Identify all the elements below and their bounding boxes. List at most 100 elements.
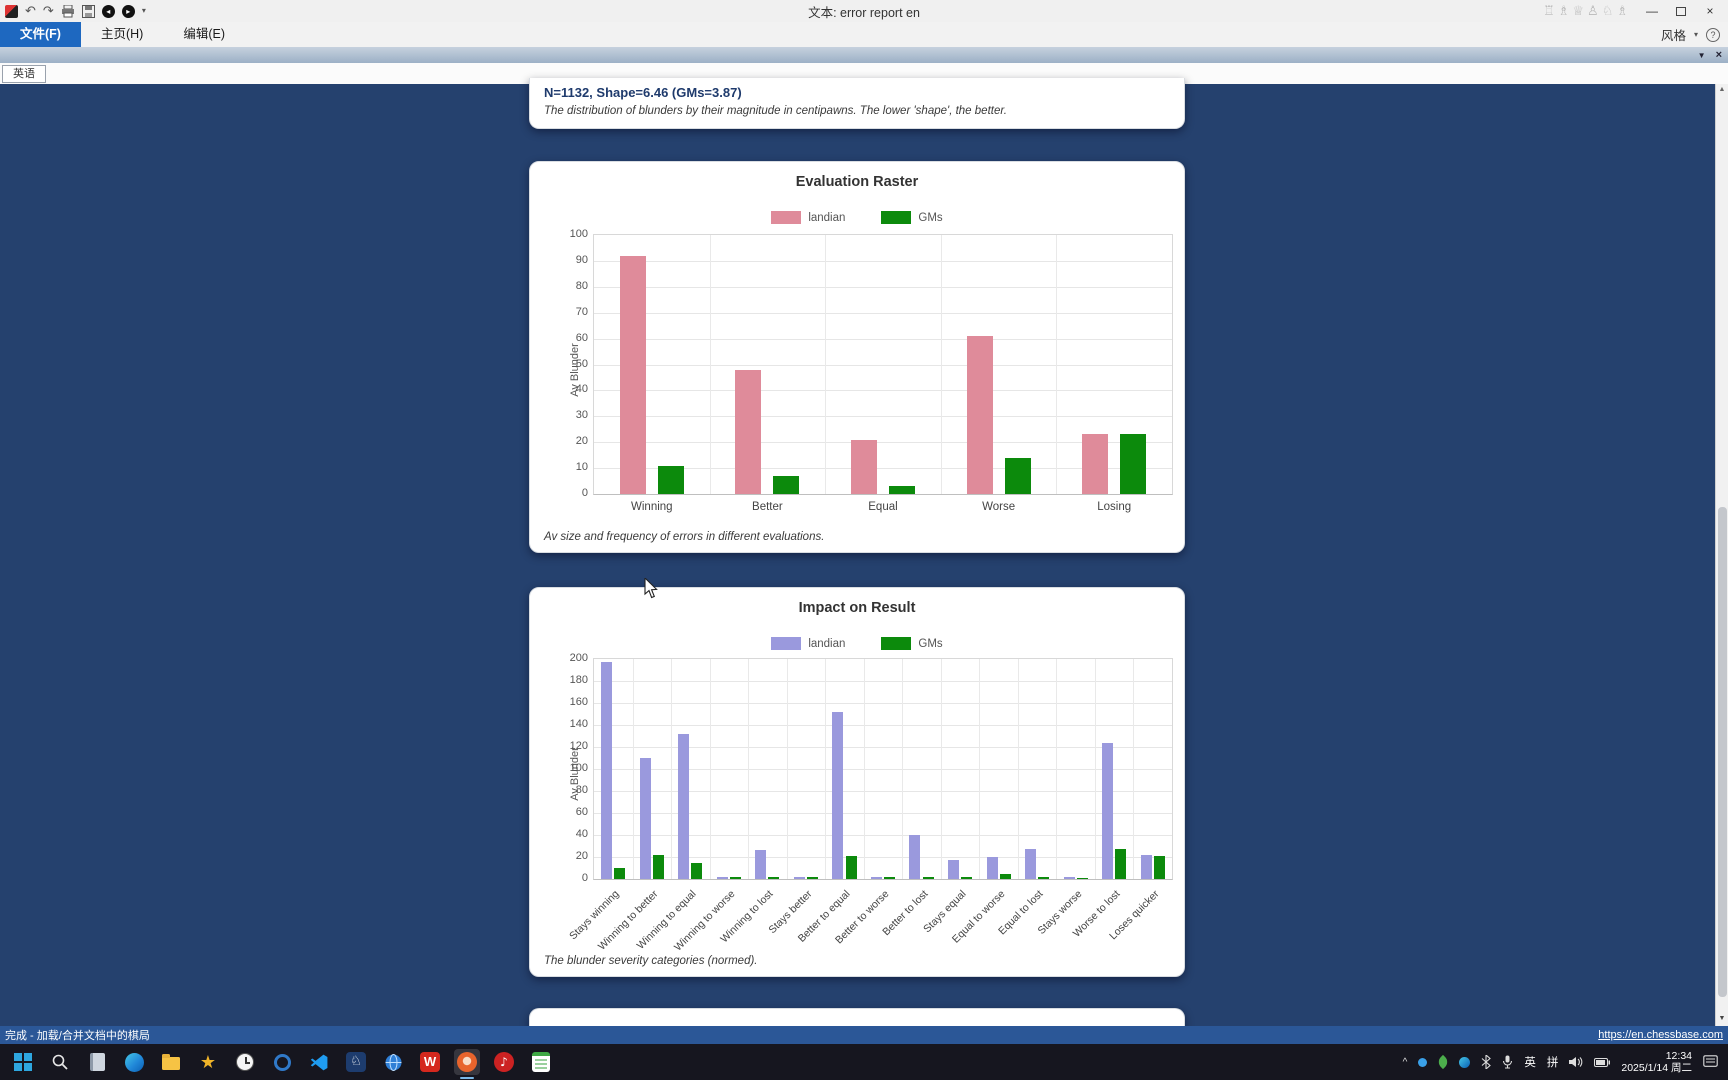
- chessbase-app-icon[interactable]: [454, 1049, 480, 1079]
- impact-on-result-plot: 0 20 40 60 80 100 120 140 160 180 200 Stays winning…: [567, 652, 1173, 953]
- app-icon: [5, 4, 18, 18]
- gridline: [594, 747, 1172, 748]
- menu-bar: 文件(F) 主页(H) 编辑(E) 风格 ▾ ?: [0, 22, 1728, 47]
- gridline-vertical: [1056, 235, 1058, 494]
- board-app-icon[interactable]: ♘: [343, 1049, 369, 1075]
- print-icon[interactable]: [61, 4, 75, 18]
- tab-edit[interactable]: 编辑(E): [183, 27, 225, 41]
- battery-icon[interactable]: [1594, 1057, 1611, 1067]
- status-link[interactable]: https://en.chessbase.com: [1598, 1029, 1723, 1041]
- bishop2-icon[interactable]: ♗: [1616, 3, 1628, 19]
- strip-close-icon[interactable]: ×: [1715, 49, 1722, 61]
- y-tick-label: 0: [581, 872, 588, 884]
- gridline: [594, 681, 1172, 682]
- gridline-vertical: [786, 659, 788, 879]
- bluetooth-icon[interactable]: [1481, 1055, 1492, 1069]
- notebook-app-icon[interactable]: [84, 1049, 110, 1075]
- x-tick-label: Worse: [982, 501, 1016, 513]
- scrollbar-thumb[interactable]: [1718, 507, 1727, 997]
- y-tick-label: 180: [569, 674, 588, 686]
- customize-toolbar-icon[interactable]: ▾: [141, 6, 146, 15]
- x-tick-label: Winning: [631, 501, 673, 513]
- tray-blue-dot-icon[interactable]: [1418, 1057, 1428, 1067]
- x-tick-label: Better: [752, 501, 783, 513]
- redo-icon[interactable]: ↷: [42, 3, 54, 18]
- ime-indicator[interactable]: 拼: [1546, 1057, 1559, 1069]
- star-app-icon[interactable]: ★: [199, 1051, 217, 1073]
- ring-app-icon[interactable]: [269, 1049, 295, 1075]
- system-tray: ^ 英 拼 12:34 2025/1/14 周二: [1403, 1050, 1728, 1075]
- style-caret-icon[interactable]: ▾: [1693, 30, 1698, 39]
- bar-GMs-Better: [773, 475, 800, 494]
- doc-tab-english[interactable]: 英语: [2, 65, 46, 83]
- notes-app-icon[interactable]: [528, 1049, 554, 1075]
- stats-caption: The distribution of blunders by their ma…: [544, 105, 1007, 117]
- bar-landian-Stays winning: [601, 662, 613, 879]
- back-icon[interactable]: ◂: [101, 4, 115, 18]
- globe-app-icon[interactable]: [380, 1049, 406, 1075]
- gridline-vertical: [940, 235, 942, 494]
- bar-GMs-Loses quicker: [1153, 855, 1165, 879]
- save-icon[interactable]: [81, 4, 95, 18]
- gridline: [594, 442, 1172, 444]
- strip-collapse-icon[interactable]: ▼: [1697, 50, 1706, 60]
- y-tick-label: 140: [569, 718, 588, 730]
- close-button[interactable]: ×: [1706, 4, 1714, 18]
- gridline: [594, 813, 1172, 814]
- bar-landian-Equal: [850, 439, 877, 494]
- tab-file[interactable]: 文件(F): [0, 22, 81, 47]
- file-explorer-icon[interactable]: [158, 1049, 184, 1075]
- tray-green-leaf-icon[interactable]: [1436, 1054, 1451, 1070]
- restore-button[interactable]: [1676, 6, 1686, 16]
- vscode-icon[interactable]: [306, 1049, 332, 1075]
- language-indicator[interactable]: 英: [1524, 1057, 1536, 1069]
- bishop-icon[interactable]: ♗: [1557, 3, 1570, 19]
- media-app-icon[interactable]: ♪: [491, 1049, 517, 1075]
- bar-GMs-Worse: [1004, 457, 1031, 494]
- chart-title: Impact on Result: [798, 600, 916, 616]
- clock-app-icon[interactable]: [232, 1049, 258, 1075]
- y-tick-label: 0: [581, 487, 588, 499]
- document-content: N=1132, Shape=6.46 (GMs=3.87) The distri…: [0, 78, 1728, 1032]
- quick-access-toolbar: ↶ ↷ ◂ ▸ ▾: [0, 0, 146, 22]
- wps-office-icon[interactable]: W: [417, 1049, 443, 1075]
- evaluation-raster-card: Evaluation Raster landian GMs Av Blunder…: [529, 161, 1185, 553]
- rook-icon[interactable]: ♖: [1543, 3, 1555, 19]
- bar-GMs-Stays equal: [961, 876, 973, 879]
- bar-landian-Better to equal: [832, 711, 844, 879]
- help-icon[interactable]: ?: [1706, 27, 1720, 42]
- notification-center-icon[interactable]: [1703, 1055, 1718, 1069]
- hidden-icons-chevron[interactable]: ^: [1402, 1056, 1408, 1068]
- chart-caption: The blunder severity categories (normed)…: [544, 955, 758, 967]
- microphone-icon[interactable]: [1502, 1055, 1513, 1069]
- minimize-button[interactable]: —: [1646, 4, 1658, 18]
- figurine-buttons[interactable]: ♖ ♗ ♕ ♙ ♘ ♗: [1543, 4, 1628, 19]
- forward-icon[interactable]: ▸: [121, 4, 135, 18]
- bar-landian-Loses quicker: [1140, 854, 1152, 879]
- pawn-icon[interactable]: ♙: [1587, 3, 1599, 19]
- speaker-icon[interactable]: [1569, 1056, 1583, 1068]
- scroll-up-icon[interactable]: ▲: [1718, 86, 1726, 93]
- tray-edge-icon[interactable]: [1459, 1056, 1471, 1068]
- clock-datetime[interactable]: 12:34 2025/1/14 周二: [1621, 1049, 1692, 1075]
- gridline-vertical: [940, 659, 942, 879]
- search-icon[interactable]: [47, 1049, 73, 1075]
- y-tick-label: 40: [575, 828, 588, 840]
- vertical-scrollbar[interactable]: ▲ ▼: [1715, 84, 1728, 1026]
- scroll-down-icon[interactable]: ▼: [1718, 1015, 1726, 1022]
- bar-landian-Winning to equal: [678, 733, 690, 879]
- gridline: [594, 260, 1172, 262]
- knight-icon[interactable]: ♘: [1601, 3, 1614, 19]
- edge-browser-icon[interactable]: [121, 1049, 147, 1075]
- gridline-vertical: [632, 659, 634, 879]
- y-tick-label: 20: [575, 435, 588, 448]
- gridline: [594, 857, 1172, 858]
- queen-icon[interactable]: ♕: [1572, 3, 1585, 19]
- start-button[interactable]: [10, 1049, 36, 1075]
- legend-swatch-landian: [771, 637, 802, 650]
- tab-home[interactable]: 主页(H): [100, 27, 144, 41]
- bar-GMs-Stays better: [806, 876, 818, 879]
- style-button[interactable]: 风格: [1660, 29, 1686, 43]
- undo-icon[interactable]: ↶: [25, 3, 36, 18]
- stats-heading: N=1132, Shape=6.46 (GMs=3.87): [544, 85, 742, 100]
